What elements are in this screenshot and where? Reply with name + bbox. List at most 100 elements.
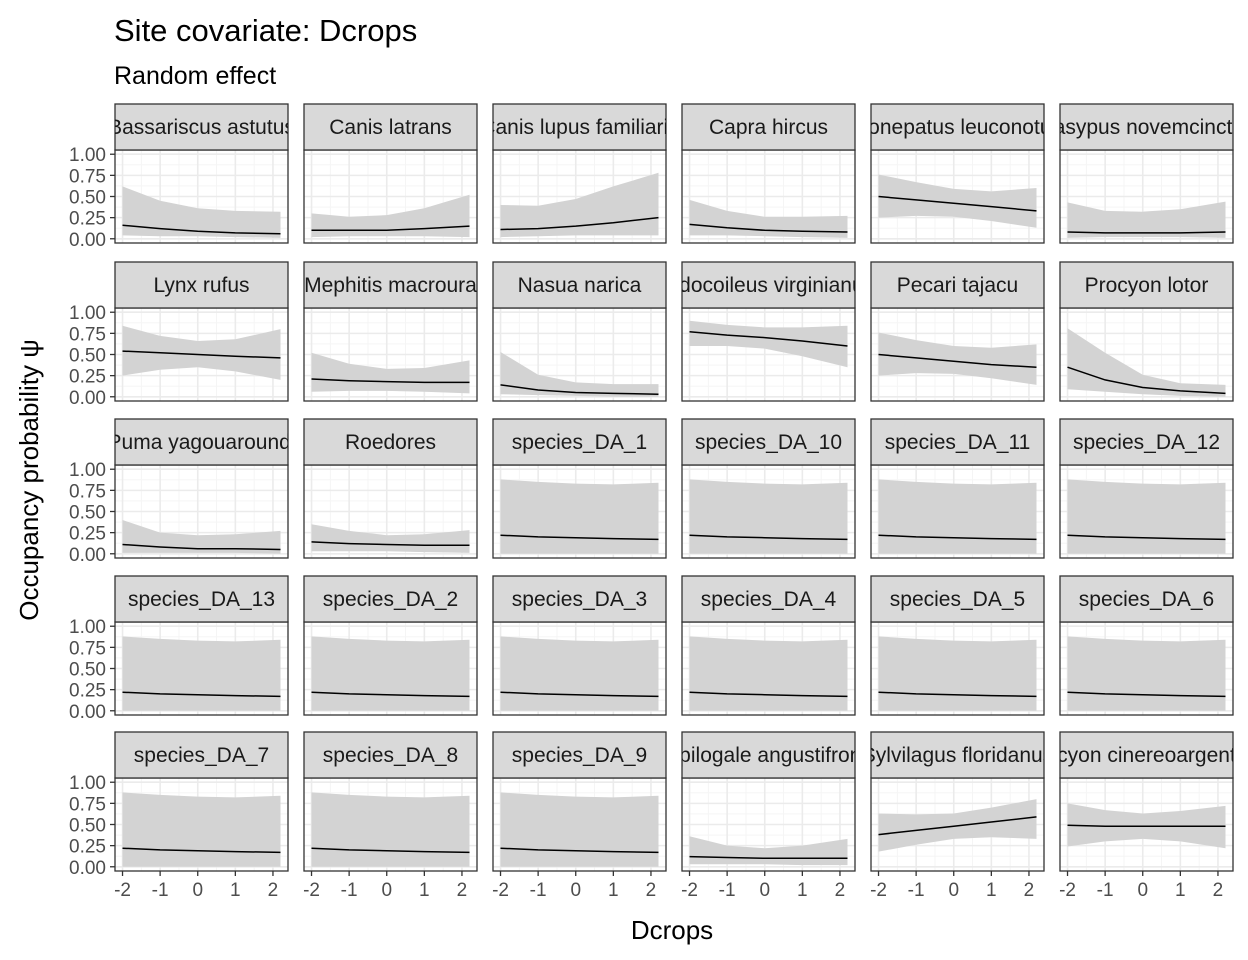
x-tick-label: 0 [381,880,392,901]
series-line [122,543,281,551]
facet-panel: Conepatus leuconotus [870,103,1045,244]
confidence-ribbon [878,636,1037,711]
facet-strip-label: species_DA_2 [323,588,458,611]
confidence-ribbon [878,479,1037,554]
facet-panel: species_DA_1 [492,418,667,559]
x-tick-label: -2 [681,880,698,901]
x-tick-label: -1 [341,880,358,901]
facet-strip-label: Odocoileus virginianus [663,274,874,297]
series-line [122,847,281,854]
series-line [500,534,659,541]
series-line [500,216,659,231]
series-line [500,691,659,698]
x-tick-label: 1 [1175,880,1186,901]
facet-panel: Lynx rufus 0.000.250.500.751.00 [69,261,289,409]
facet-strip-label: species_DA_13 [128,588,275,611]
facet-strip [870,575,1045,623]
facet-strip-label: species_DA_10 [695,431,842,454]
y-tick-label: 0.50 [69,660,106,681]
x-tick-label: 1 [419,880,430,901]
y-tick-label: 1.00 [69,460,106,481]
x-tick-label: 2 [646,880,657,901]
facet-panel: Capra hircus [681,103,856,244]
facet-strip-label: species_DA_1 [512,431,647,454]
y-tick-label: 0.00 [69,545,106,566]
x-tick-label: 1 [230,880,241,901]
series-line [1067,231,1226,234]
confidence-ribbon [311,636,470,711]
x-axis-title: Dcrops [631,915,713,945]
series-line [122,691,281,698]
series-line [1067,366,1226,395]
facet-panel: species_DA_5 [870,575,1045,716]
confidence-ribbon [878,332,1037,385]
y-tick-label: 0.00 [69,388,106,409]
facet-strip [303,418,478,466]
confidence-ribbon [500,479,659,554]
facet-panel: species_DA_12 [1059,418,1234,559]
facet-strip-label: Canis latrans [329,116,452,139]
x-tick-label: 0 [759,880,770,901]
confidence-ribbon [122,325,281,380]
facet-strip [870,731,1045,779]
x-tick-label: 0 [192,880,203,901]
facet-strip [303,103,478,151]
y-tick-label: 0.75 [69,794,106,815]
facet-panel: species_DA_9 -2 -1 0 1 2 [492,731,667,901]
facet-panel: species_DA_11 [870,418,1045,559]
series-line [122,224,281,235]
series-line [122,350,281,359]
facet-strip-label: species_DA_11 [885,431,1031,454]
facet-strip [303,261,478,309]
facet-strip [114,418,289,466]
facet-strip [114,731,289,779]
facet-strip-label: Procyon lotor [1085,274,1209,297]
y-tick-label: 0.50 [69,346,106,367]
confidence-ribbon [1067,201,1226,238]
y-tick-label: 0.00 [69,230,106,251]
confidence-ribbon [122,520,281,554]
series-line [878,691,1037,698]
facet-strip [681,575,856,623]
facet-strip-label: species_DA_3 [512,588,647,611]
series-line [311,541,470,547]
facet-panel: species_DA_4 [681,575,856,716]
y-axis-title: Occupancy probability ψ [14,339,44,621]
facet-strip-label: species_DA_6 [1079,588,1214,611]
y-tick-label: 0.25 [69,367,106,388]
series-line [689,330,848,347]
facet-panel: Bassariscus astutus 0.000.250.500.751.00 [69,103,289,251]
x-tick-label: -1 [152,880,169,901]
y-tick-label: 0.75 [69,638,106,659]
facet-strip-label: species_DA_12 [1073,431,1220,454]
facet-panel: Spilogale angustifrons -2 -1 0 1 2 [681,731,856,901]
confidence-ribbon [1067,636,1226,711]
facet-strip-label: Lynx rufus [153,274,249,297]
y-tick-label: 0.00 [69,858,106,879]
confidence-ribbon [122,792,281,867]
facet-panel: species_DA_10 [681,418,856,559]
series-line [689,691,848,698]
facet-strip [870,418,1045,466]
chart-subtitle: Random effect [114,62,276,90]
facet-panel: species_DA_13 0.000.250.500.751.00 [69,575,289,723]
facet-strip-label: Canis lupus familiaris [480,116,678,139]
facet-strip [492,731,667,779]
facet-strip [1059,575,1234,623]
facet-strip-label: Pecari tajacu [897,274,1018,297]
x-tick-label: 1 [608,880,619,901]
x-tick-label: 2 [457,880,468,901]
facet-strip [492,418,667,466]
facet-panel: Roedores [303,418,478,559]
facet-strip-label: Sylvilagus floridanus [862,744,1053,767]
facet-strip-label: species_DA_4 [701,588,837,611]
x-tick-label: 0 [570,880,581,901]
series-line [878,195,1037,212]
y-tick-label: 1.00 [69,303,106,324]
series-line [878,353,1037,368]
facet-strip-label: Roedores [345,431,436,454]
series-line [689,223,848,233]
facet-panel: Odocoileus virginianus [663,261,874,402]
